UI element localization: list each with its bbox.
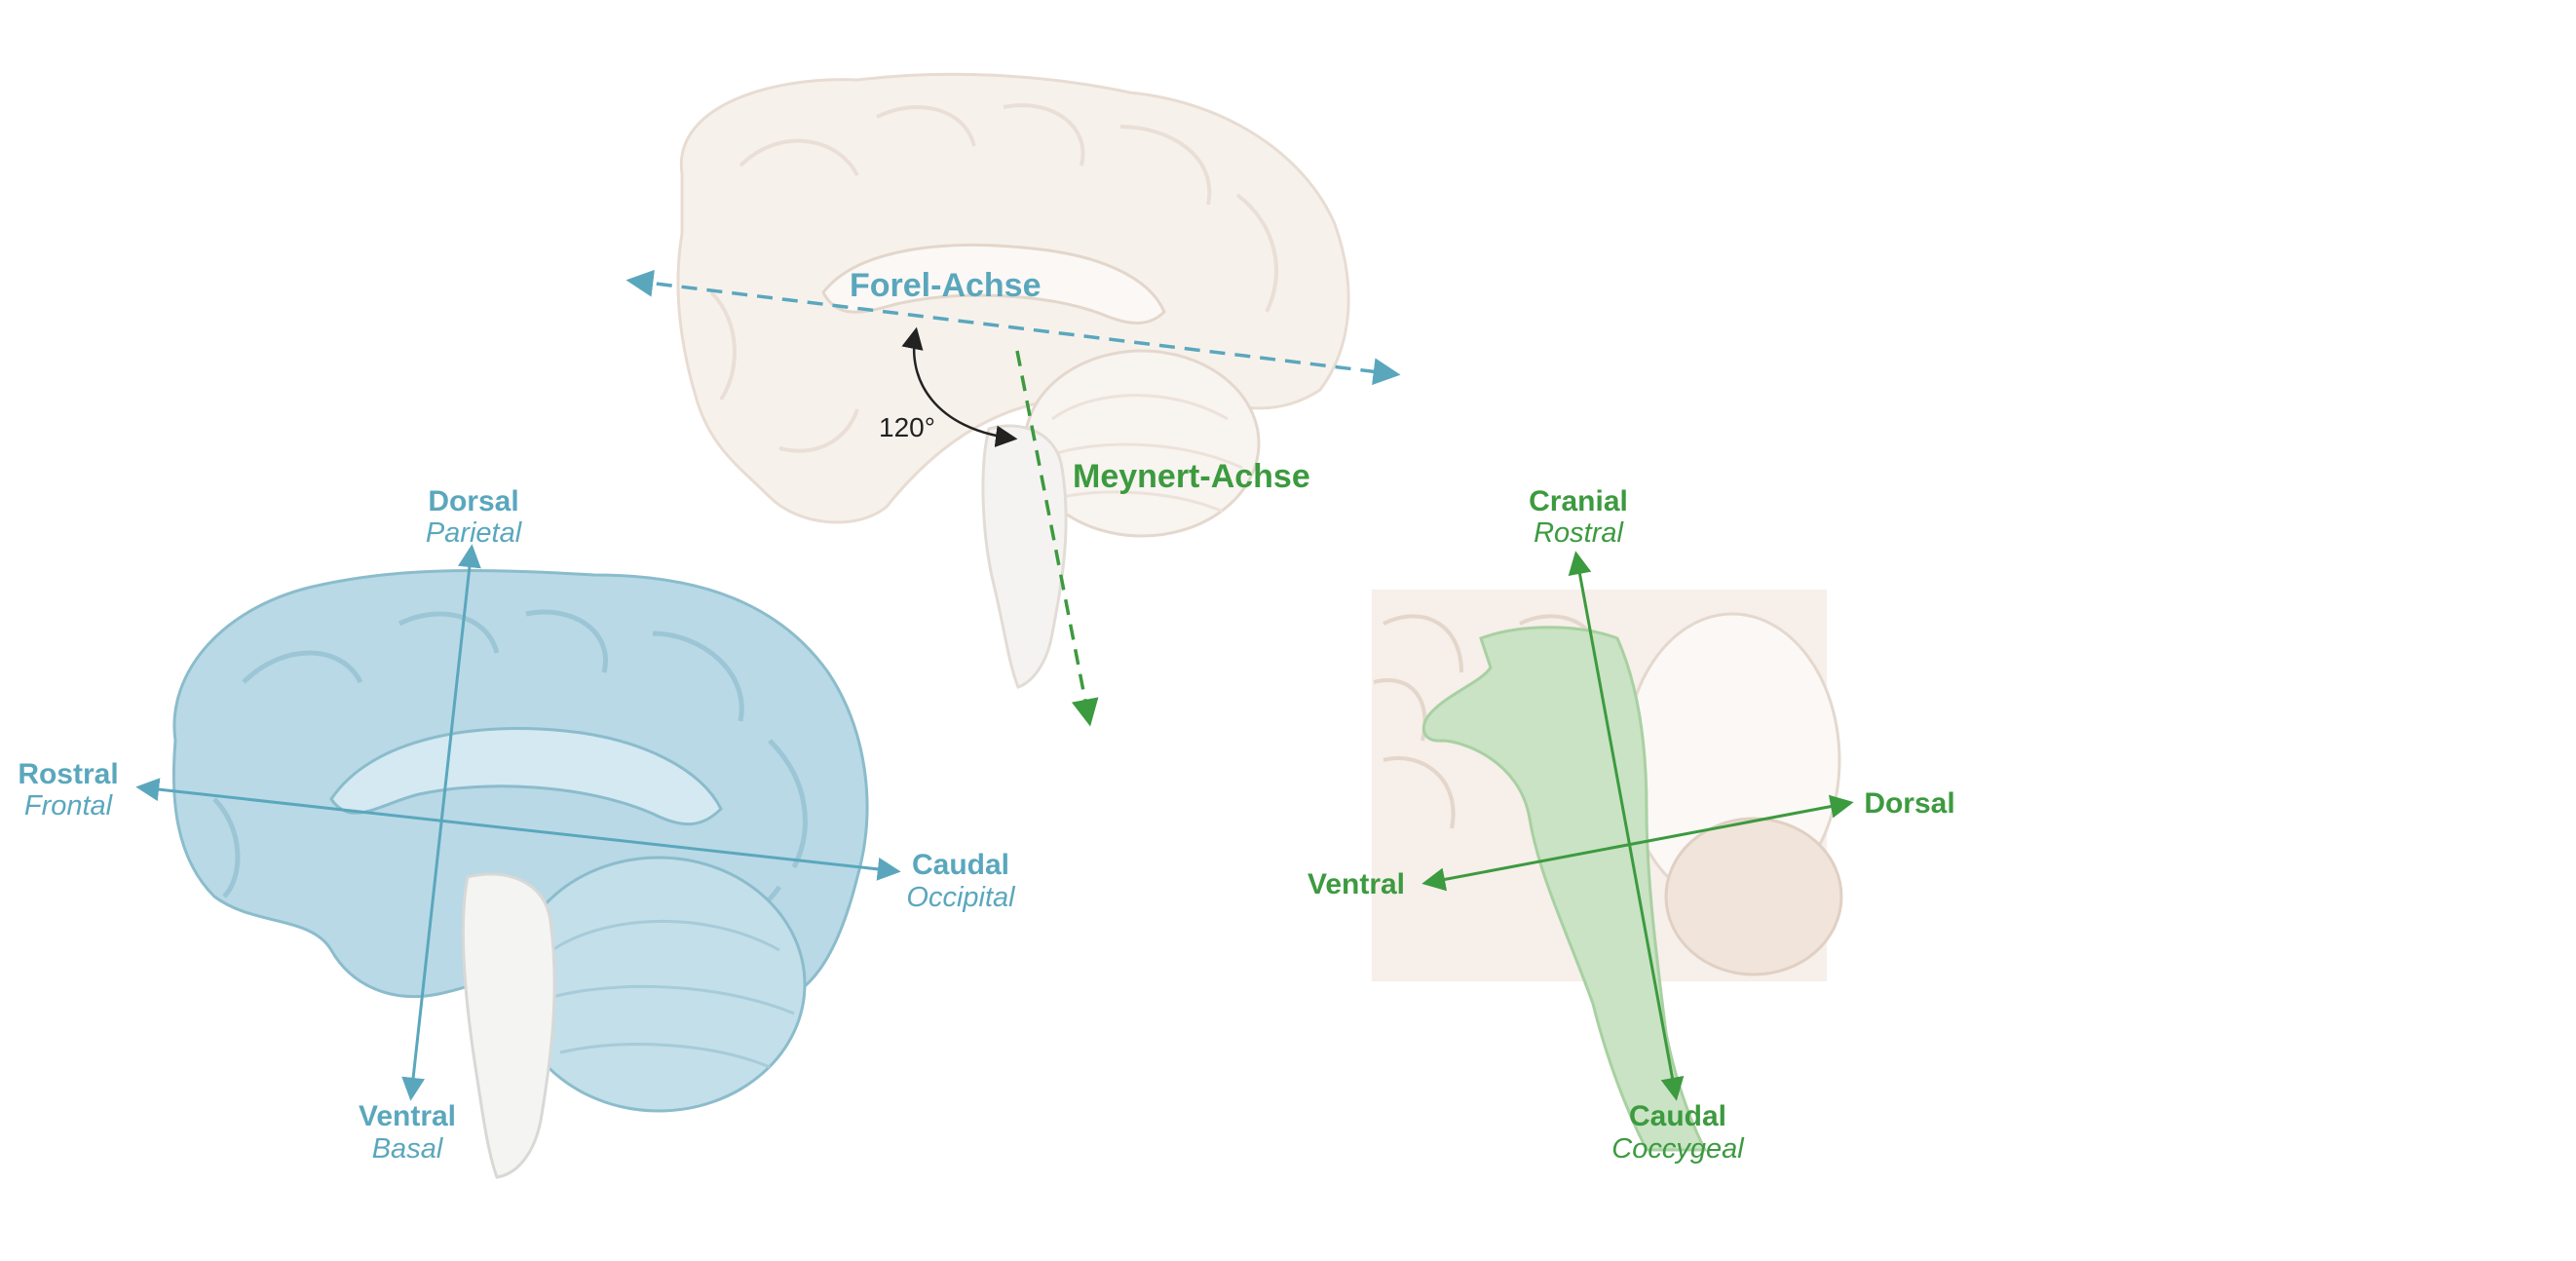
top-brainstem	[981, 424, 1068, 689]
right-horizontal-axis	[1421, 794, 1854, 892]
right-caudal-label: Caudal	[1629, 1100, 1726, 1132]
meynert-axis-line	[1015, 350, 1099, 727]
angle-arc	[901, 326, 1018, 447]
left-cerebellum	[511, 856, 807, 1113]
left-brain-illustration	[171, 569, 869, 1179]
left-caudal-sublabel: Occipital	[906, 882, 1016, 913]
left-dorsal-sublabel: Parietal	[426, 517, 523, 549]
right-ventral-label: Ventral	[1307, 868, 1405, 900]
right-caudal-sublabel: Coccygeal	[1611, 1133, 1745, 1165]
left-caudal-label: Caudal	[912, 849, 1009, 881]
angle-label: 120°	[879, 412, 935, 442]
left-brainstem	[461, 872, 556, 1179]
right-dorsal-label: Dorsal	[1864, 787, 1954, 820]
left-rostral-label: Rostral	[18, 758, 118, 790]
left-rostral-sublabel: Frontal	[24, 790, 114, 822]
right-cranial-label: Cranial	[1529, 485, 1628, 517]
right-cranial-sublabel: Rostral	[1534, 517, 1624, 549]
right-brain-illustration	[1372, 590, 1843, 1152]
left-dorsal-label: Dorsal	[428, 485, 518, 517]
top-brain-illustration	[676, 72, 1350, 689]
meynert-axis-label: Meynert-Achse	[1073, 458, 1310, 495]
right-cerebellum-lower	[1664, 817, 1843, 976]
left-ventral-sublabel: Basal	[372, 1133, 444, 1165]
left-ventral-label: Ventral	[359, 1100, 456, 1132]
top-gyri	[709, 103, 1278, 453]
left-horizontal-axis	[135, 778, 901, 881]
forel-axis-label: Forel-Achse	[850, 267, 1042, 304]
